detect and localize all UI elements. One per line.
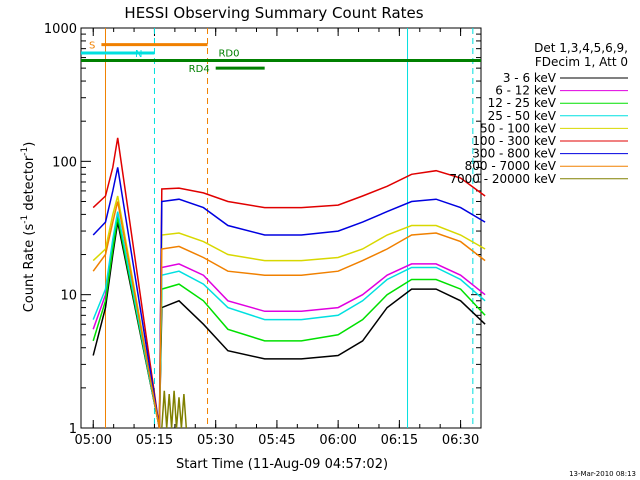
- x-axis-label: Start Time (11-Aug-09 04:57:02): [176, 457, 388, 472]
- legend-entry-label: 7000 - 20000 keV: [449, 172, 556, 186]
- x-tick-label: 05:00: [75, 433, 112, 448]
- x-tick-label: 06:00: [319, 433, 356, 448]
- series-line: [92, 167, 486, 429]
- flag-label-s: S: [89, 41, 95, 52]
- series-line: [92, 137, 486, 429]
- series-line: [92, 214, 486, 429]
- series-line: [161, 390, 188, 429]
- series-line: [92, 221, 486, 429]
- flag-label-rd0: RD0: [218, 49, 239, 60]
- series-line: [92, 211, 486, 429]
- legend-header-line-1: Det 1,3,4,5,6,9,: [534, 41, 628, 55]
- legend-entry-label: 12 - 25 keV: [488, 96, 557, 110]
- legend-entry-label: 25 - 50 keV: [488, 109, 557, 123]
- y-tick-label: 1000: [44, 22, 77, 37]
- y-axis-label-sup2: -1: [20, 147, 30, 156]
- y-tick-label: 10: [60, 289, 77, 304]
- y-axis-label-mid: detector: [22, 155, 37, 215]
- y-axis-label: Count Rate (s-1 detector-1): [20, 142, 37, 313]
- y-axis-label-end: ): [22, 142, 37, 147]
- legend-entry-label: 100 - 300 keV: [472, 134, 556, 148]
- y-axis-label-sup1: -1: [20, 215, 30, 224]
- y-axis-label-main: Count Rate (s: [22, 224, 37, 313]
- legend-entry-label: 3 - 6 keV: [503, 71, 557, 85]
- legend-header-line-2: FDecim 1, Att 0: [535, 55, 628, 69]
- x-tick-label: 06:30: [442, 433, 479, 448]
- chart-title: HESSI Observing Summary Count Rates: [124, 4, 423, 22]
- x-tick-label: 05:15: [136, 433, 173, 448]
- x-tick-label: 06:15: [381, 433, 418, 448]
- x-tick-label: 05:45: [258, 433, 295, 448]
- legend-entry-label: 50 - 100 keV: [480, 121, 557, 135]
- legend-entry-label: 300 - 800 keV: [472, 147, 556, 161]
- plot-frame: [80, 27, 482, 429]
- legend-entry-label: 6 - 12 keV: [495, 84, 557, 98]
- legend-entry-label: 800 - 7000 keV: [465, 159, 557, 173]
- flag-label-n: N: [135, 49, 142, 60]
- flag-label-rd4: RD4: [189, 64, 210, 75]
- footer-timestamp: 13-Mar-2010 08:13: [569, 470, 636, 478]
- plot-area: 05:00 05:15 05:30 05:45 06:00 06:15 06:30 1 10 10…: [44, 22, 486, 448]
- y-tick-label: 100: [52, 155, 77, 170]
- x-tick-label: 05:30: [197, 433, 234, 448]
- y-tick-label: 1: [69, 422, 77, 437]
- series-line: [92, 217, 486, 429]
- legend: Det 1,3,4,5,6,9, FDecim 1, Att 0 3 - 6 k…: [449, 41, 628, 186]
- series-line: [92, 195, 486, 429]
- series-line: [92, 201, 486, 429]
